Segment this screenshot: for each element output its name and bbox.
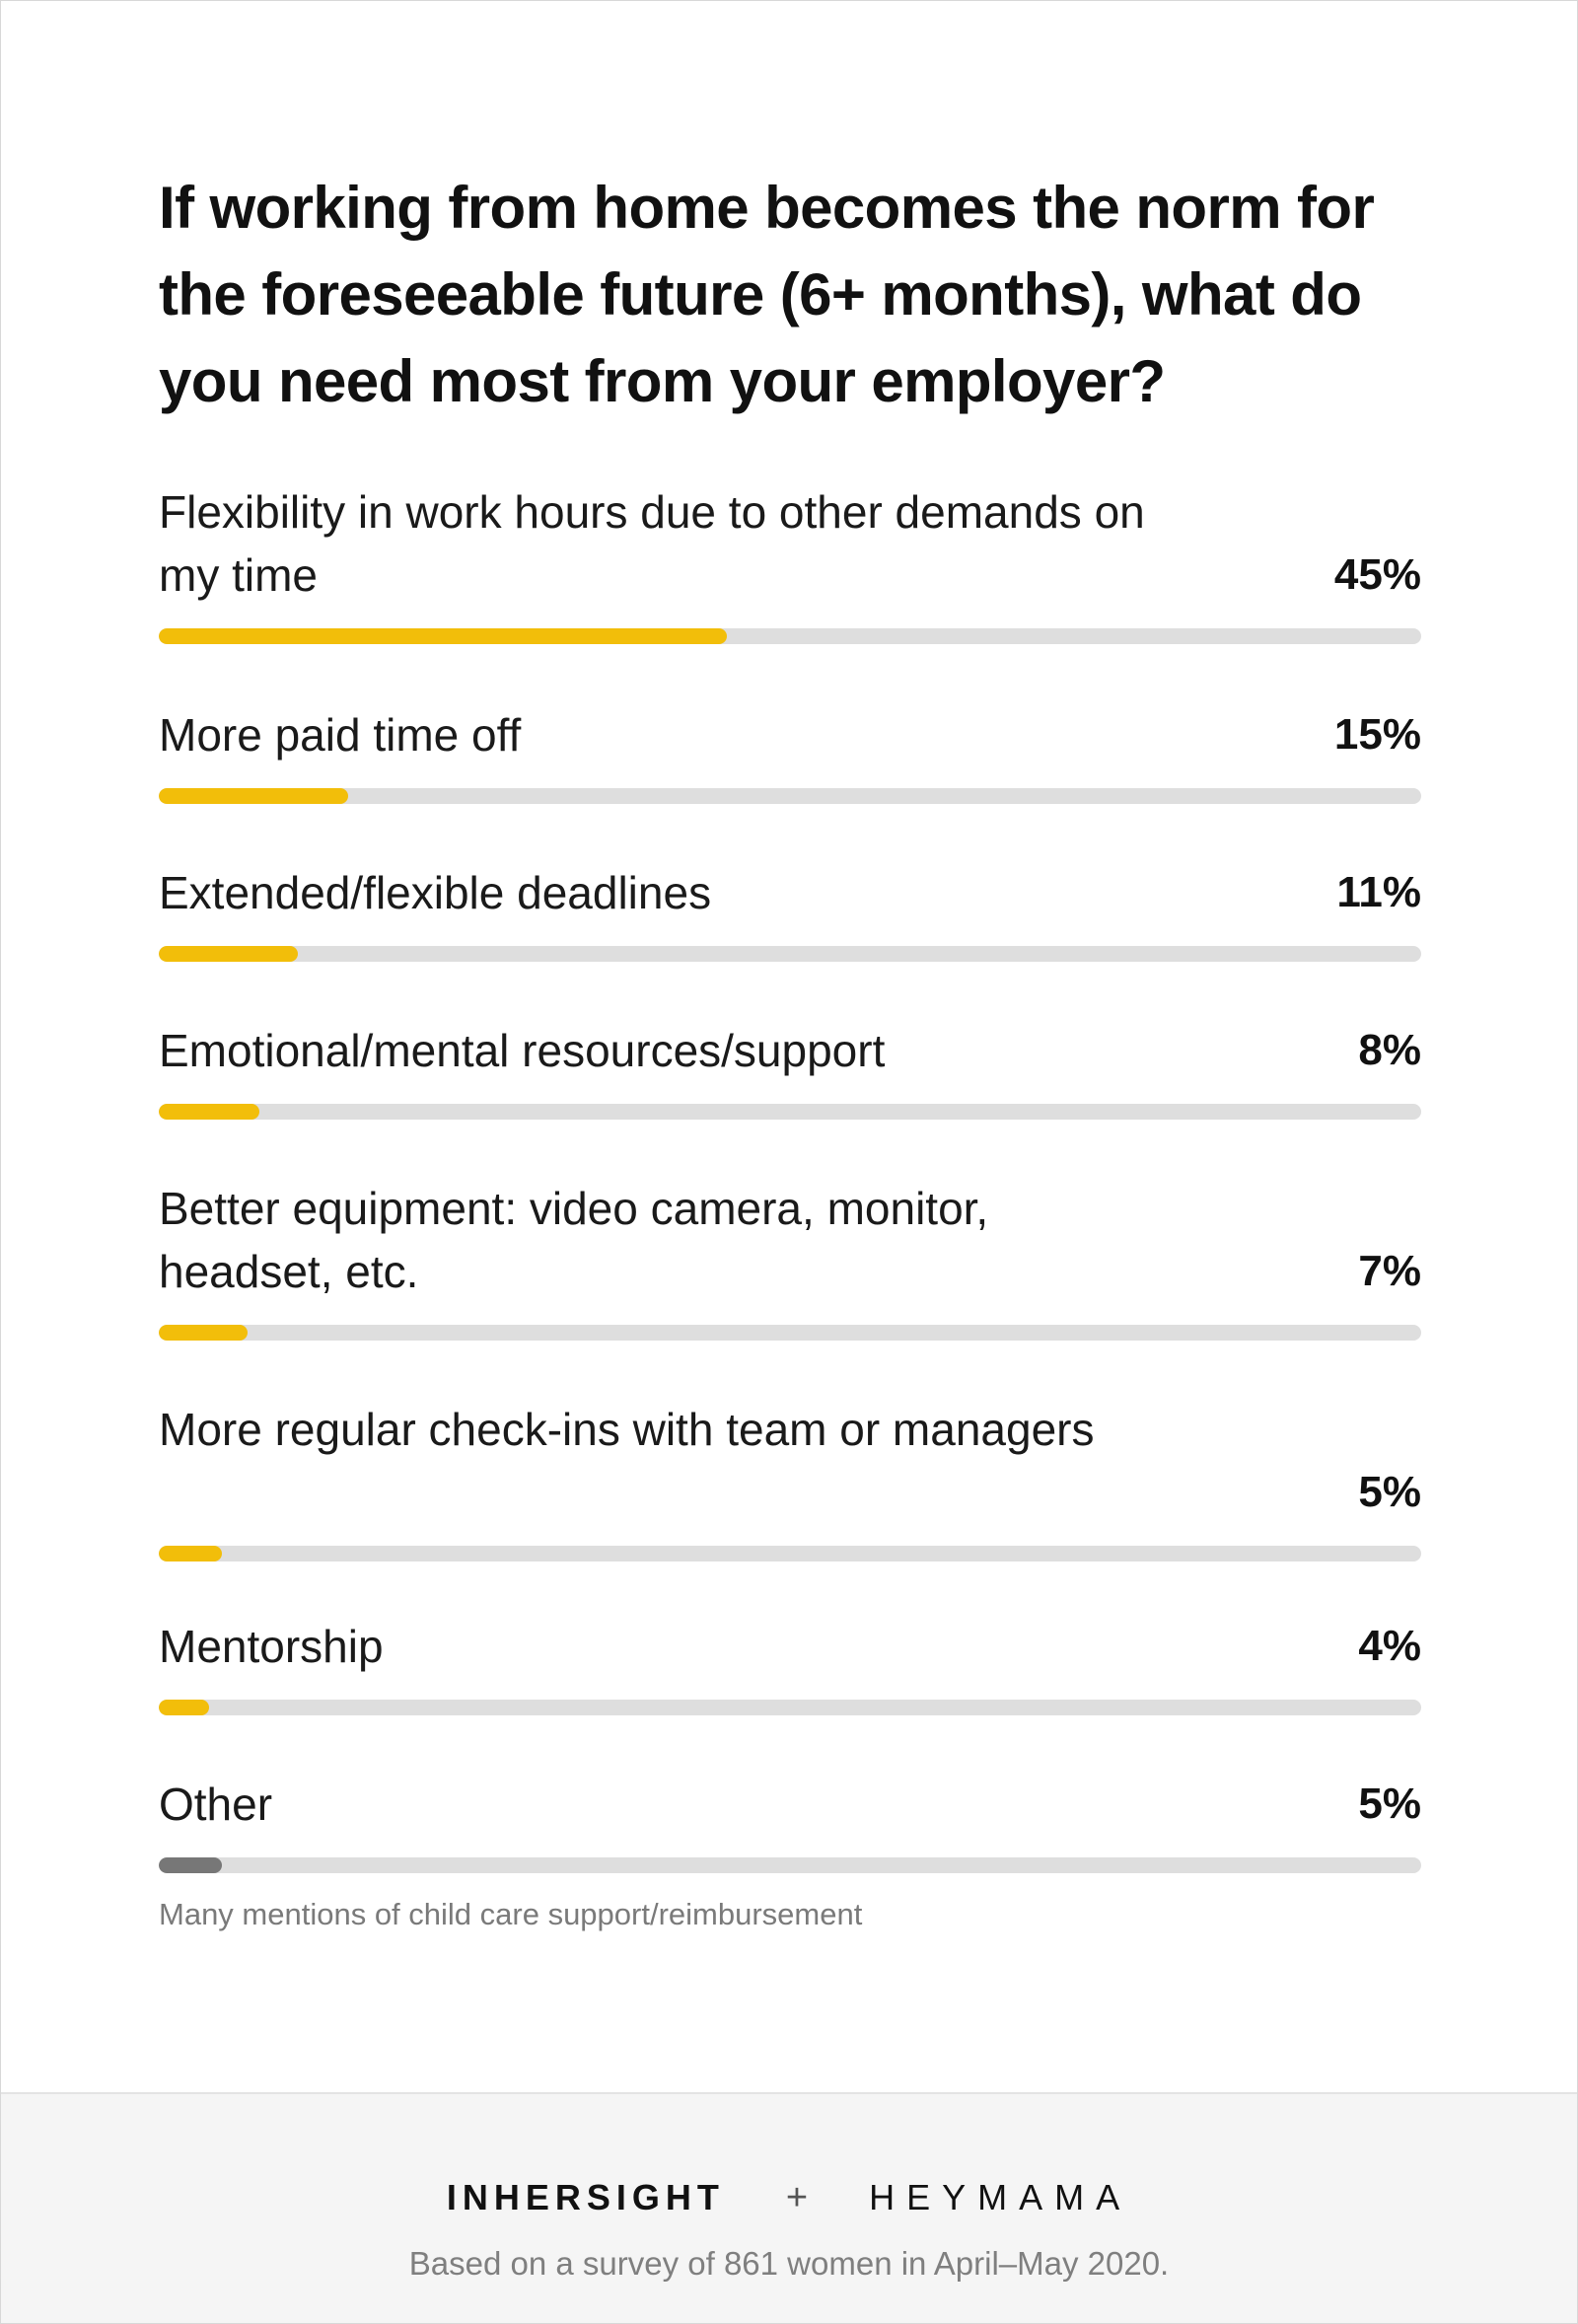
bar-track xyxy=(159,1104,1421,1120)
plus-separator: + xyxy=(785,2177,809,2219)
bar-track xyxy=(159,628,1421,644)
footer: INHERSIGHT + HEYMAMA Based on a survey o… xyxy=(1,2092,1577,2323)
bar-label: Better equipment: video camera, monitor,… xyxy=(159,1183,989,1297)
bar-label: Emotional/mental resources/support xyxy=(159,1025,886,1076)
bar xyxy=(159,788,348,804)
inhersight-logo: INHERSIGHT xyxy=(446,2177,725,2218)
bar-track xyxy=(159,1700,1421,1715)
bar-value-label: 5% xyxy=(1358,1779,1421,1828)
bar-value-label: 8% xyxy=(1358,1026,1421,1074)
bar-value-label: 11% xyxy=(1336,868,1421,916)
bar xyxy=(159,1325,248,1341)
bar xyxy=(159,628,727,644)
bar-track xyxy=(159,946,1421,962)
bar-value-label: 45% xyxy=(1333,550,1421,599)
bar-label: Flexibility in work hours due to other d… xyxy=(159,486,1145,601)
bar-track xyxy=(159,788,1421,804)
survey-source: Based on a survey of 861 women in April–… xyxy=(408,2245,1170,2282)
bar xyxy=(159,946,298,962)
bar xyxy=(159,1104,260,1120)
bar-label: More regular check-ins with team or mana… xyxy=(159,1404,1095,1455)
chart-title: If working from home becomes the norm fo… xyxy=(159,175,1375,414)
bar-track xyxy=(159,1325,1421,1341)
bar xyxy=(159,1700,210,1715)
bar-value-label: 15% xyxy=(1333,710,1421,759)
bar-label: Mentorship xyxy=(159,1621,384,1672)
bar-label: Other xyxy=(159,1779,273,1830)
partner-logos: INHERSIGHT + HEYMAMA xyxy=(1,2171,1577,2222)
bar xyxy=(159,1546,222,1561)
bar-value-label: 7% xyxy=(1358,1247,1421,1295)
bar-label: More paid time off xyxy=(159,709,522,761)
bar-track xyxy=(159,1546,1421,1561)
bar xyxy=(159,1857,222,1873)
bar-track xyxy=(159,1857,1421,1873)
bar-value-label: 5% xyxy=(1358,1468,1421,1516)
other-annotation: Many mentions of child care support/reim… xyxy=(159,1897,863,1931)
bar-value-label: 4% xyxy=(1358,1622,1421,1670)
heymama-logo: HEYMAMA xyxy=(869,2177,1132,2218)
bar-label: Extended/flexible deadlines xyxy=(159,867,712,918)
